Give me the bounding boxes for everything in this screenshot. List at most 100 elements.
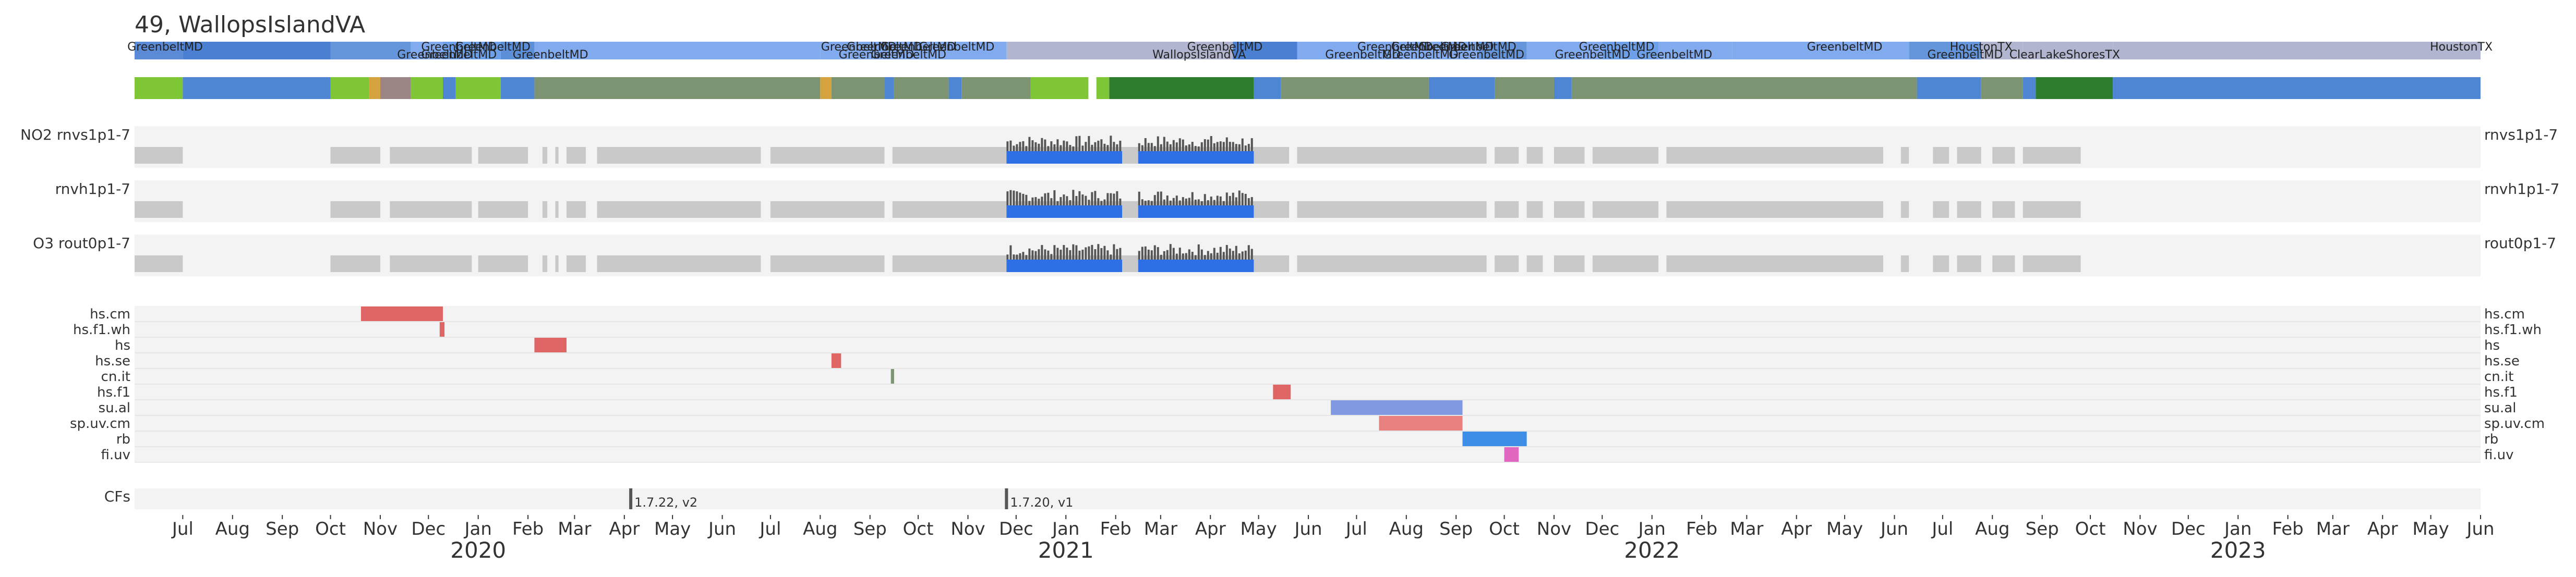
measurement-spike <box>1238 253 1241 260</box>
measurement-spike <box>1025 194 1028 205</box>
measurement-spike <box>1194 255 1197 260</box>
availability-block <box>135 255 183 272</box>
measurement-spike <box>1169 200 1172 205</box>
flag-label-right: rb <box>2484 432 2498 447</box>
location-band <box>330 42 411 59</box>
status-segment <box>1096 77 1110 99</box>
measurement-spike <box>1072 190 1075 205</box>
measurement-spike <box>1100 248 1103 260</box>
location-bands: GreenbeltMDGreenbeltMDGreenbeltMDGreenbe… <box>127 41 2493 62</box>
measurement-spike <box>1210 253 1212 260</box>
measurement-spike <box>1031 140 1034 151</box>
measurement-spike <box>1078 136 1081 151</box>
flag-label-right: hs.f1.wh <box>2484 322 2542 338</box>
location-label: GreenbeltMD <box>1579 41 1655 54</box>
location-band <box>1602 42 1659 59</box>
availability-block <box>1992 201 2015 218</box>
measurement-spike <box>1182 253 1184 260</box>
availability-block <box>1495 255 1519 272</box>
measurement-spike <box>1044 139 1046 151</box>
availability-block <box>555 255 559 272</box>
cfs-label: CFs <box>104 488 130 505</box>
year-label: 2020 <box>450 537 506 563</box>
availability-block <box>1592 147 1659 164</box>
availability-block <box>2023 147 2081 164</box>
measurement-spike <box>1213 248 1215 260</box>
measurement-spike <box>1250 249 1253 260</box>
product-label-left: NO2 rnvs1p1-7 <box>20 126 130 143</box>
measurement-spike <box>1006 141 1009 151</box>
measurement-spike <box>1178 248 1181 260</box>
month-label: Jun <box>2465 519 2494 539</box>
status-segment <box>442 77 456 99</box>
measurement-spike <box>1088 136 1090 151</box>
measurement-spike <box>1063 140 1065 151</box>
year-label: 2023 <box>2210 537 2266 563</box>
measurement-block <box>1138 205 1254 218</box>
measurement-spike <box>1147 249 1150 260</box>
availability-block <box>1249 201 1290 218</box>
measurement-spike <box>1141 199 1143 205</box>
month-label: Dec <box>411 519 446 539</box>
flag-label-left: hs.cm <box>90 306 130 322</box>
availability-block <box>542 255 548 272</box>
status-segment <box>135 77 183 99</box>
location-band <box>1909 42 1981 59</box>
measurement-spike <box>1066 141 1068 151</box>
location-band <box>500 42 535 59</box>
location-band <box>1526 42 1603 59</box>
measurement-spike <box>1247 198 1250 205</box>
location-label: GreenbeltMD <box>1325 48 1401 62</box>
flag-label-right: sp.uv.cm <box>2484 416 2545 432</box>
measurement-spike <box>1229 142 1231 151</box>
month-label: Jul <box>171 519 194 539</box>
month-label: Sep <box>853 519 887 539</box>
measurement-block <box>1006 260 1122 272</box>
measurement-spike <box>1250 138 1253 151</box>
availability-block <box>1592 201 1659 218</box>
measurement-spike <box>1219 141 1222 151</box>
measurement-spike <box>1203 194 1206 205</box>
measurement-spike <box>1150 250 1153 260</box>
measurement-spike <box>1191 192 1194 205</box>
location-label: GreenbeltMD <box>1187 41 1263 54</box>
availability-block <box>1249 147 1290 164</box>
month-label: Jul <box>1931 519 1953 539</box>
flag-label-right: su.al <box>2484 400 2516 416</box>
flag-bar <box>361 306 443 321</box>
x-axis: Jul Aug Sep Oct Nov Dec Jan Feb Mar Apr May Jun Jul A… <box>171 515 2495 563</box>
measurement-spike <box>1085 195 1087 205</box>
month-label: Oct <box>315 519 346 539</box>
location-band <box>1981 42 2023 59</box>
measurement-spike <box>1053 245 1056 260</box>
availability-block <box>1554 147 1585 164</box>
month-label: Mar <box>558 519 591 539</box>
measurement-spike <box>1169 244 1172 260</box>
status-segment <box>948 77 962 99</box>
measurement-spike <box>1157 247 1159 260</box>
month-label: Jan <box>1638 519 1666 539</box>
measurement-spike <box>1110 136 1112 151</box>
measurement-spike <box>1197 146 1200 151</box>
availability-block <box>1249 255 1290 272</box>
measurement-spike <box>1110 193 1112 205</box>
measurement-spike <box>1031 250 1034 260</box>
flag-label-right: hs <box>2484 338 2500 353</box>
measurement-spike <box>1166 250 1169 260</box>
flag-label-right: hs.se <box>2484 353 2520 369</box>
measurement-spike <box>1050 254 1053 260</box>
measurement-spike <box>1009 245 1012 260</box>
availability-block <box>555 201 559 218</box>
measurement-spike <box>1172 140 1175 151</box>
measurement-spike <box>1009 140 1012 151</box>
measurement-spike <box>1031 197 1034 205</box>
status-segment <box>1030 77 1089 99</box>
measurement-spike <box>1091 192 1093 205</box>
month-label: Jun <box>1880 519 1908 539</box>
measurement-spike <box>1141 145 1143 151</box>
measurement-spike <box>1097 140 1100 151</box>
measurement-spike <box>1050 198 1053 205</box>
measurement-spike <box>1100 201 1103 205</box>
availability-block <box>566 201 586 218</box>
measurement-spike <box>1075 195 1078 205</box>
